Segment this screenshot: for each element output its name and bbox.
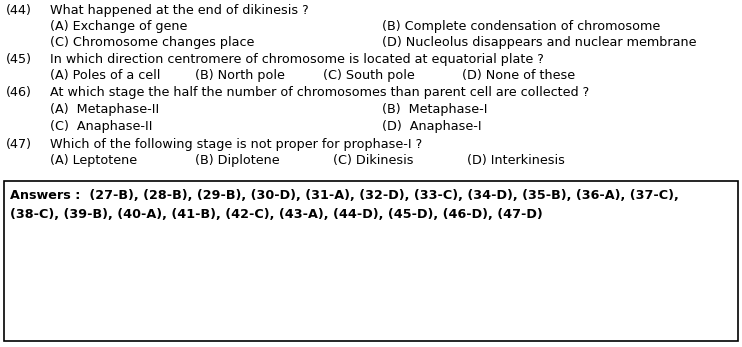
Text: (45): (45): [6, 53, 32, 66]
Text: (44): (44): [6, 4, 32, 17]
Text: Which of the following stage is not proper for prophase-I ?: Which of the following stage is not prop…: [50, 138, 422, 151]
Text: (C) South pole: (C) South pole: [323, 69, 415, 82]
Text: (47): (47): [6, 138, 32, 151]
Text: (D)  Anaphase-I: (D) Anaphase-I: [382, 120, 482, 133]
Text: (A) Leptotene: (A) Leptotene: [50, 154, 137, 167]
Text: (38-C), (39-B), (40-A), (41-B), (42-C), (43-A), (44-D), (45-D), (46-D), (47-D): (38-C), (39-B), (40-A), (41-B), (42-C), …: [10, 208, 542, 221]
Text: (B) Complete condensation of chromosome: (B) Complete condensation of chromosome: [382, 20, 660, 33]
Text: (C)  Anaphase-II: (C) Anaphase-II: [50, 120, 153, 133]
Bar: [4, 181, 738, 341]
Text: In which direction centromere of chromosome is located at equatorial plate ?: In which direction centromere of chromos…: [50, 53, 544, 66]
Text: What happened at the end of dikinesis ?: What happened at the end of dikinesis ?: [50, 4, 309, 17]
Text: (B) Diplotene: (B) Diplotene: [195, 154, 280, 167]
Text: (A) Exchange of gene: (A) Exchange of gene: [50, 20, 188, 33]
Text: At which stage the half the number of chromosomes than parent cell are collected: At which stage the half the number of ch…: [50, 86, 589, 99]
Text: Answers :  (27-B), (28-B), (29-B), (30-D), (31-A), (32-D), (33-C), (34-D), (35-B: Answers : (27-B), (28-B), (29-B), (30-D)…: [10, 189, 679, 202]
Text: (D) None of these: (D) None of these: [462, 69, 575, 82]
Text: (D) Nucleolus disappears and nuclear membrane: (D) Nucleolus disappears and nuclear mem…: [382, 36, 697, 49]
Text: (C) Dikinesis: (C) Dikinesis: [333, 154, 413, 167]
Text: (A)  Metaphase-II: (A) Metaphase-II: [50, 103, 160, 116]
Text: (46): (46): [6, 86, 32, 99]
Text: (B)  Metaphase-I: (B) Metaphase-I: [382, 103, 487, 116]
Text: (C) Chromosome changes place: (C) Chromosome changes place: [50, 36, 255, 49]
Text: (A) Poles of a cell: (A) Poles of a cell: [50, 69, 160, 82]
Text: (B) North pole: (B) North pole: [195, 69, 285, 82]
Text: (D) Interkinesis: (D) Interkinesis: [467, 154, 565, 167]
